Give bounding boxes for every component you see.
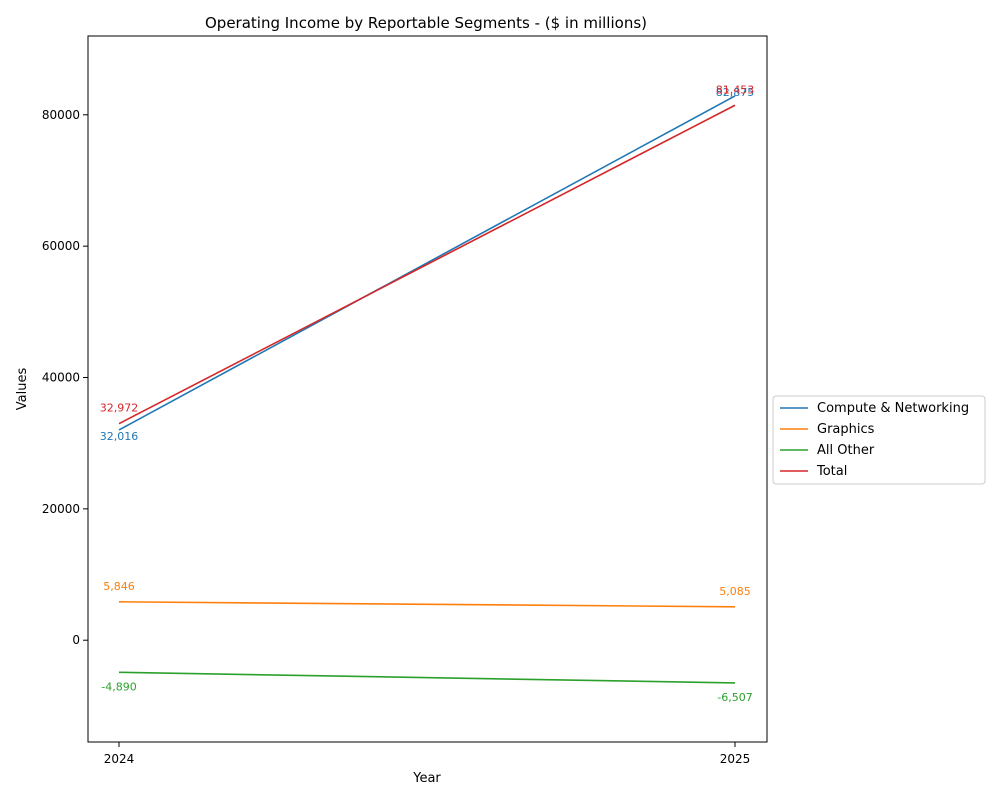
legend-label: Compute & Networking bbox=[817, 401, 969, 416]
data-label: 81,453 bbox=[716, 83, 755, 96]
data-label: 5,085 bbox=[719, 585, 751, 598]
series-line-total bbox=[118, 104, 736, 425]
y-tick-label: 0 bbox=[72, 633, 80, 647]
legend-label: Total bbox=[816, 464, 847, 479]
legend-label: Graphics bbox=[817, 422, 875, 437]
x-tick-label: 2024 bbox=[104, 752, 135, 766]
legend-label: All Other bbox=[817, 443, 875, 458]
series-line-all-other bbox=[118, 671, 736, 684]
y-tick-label: 40000 bbox=[42, 371, 80, 385]
legend-box bbox=[772, 395, 986, 485]
data-label: 5,846 bbox=[103, 580, 135, 593]
y-tick-label: 20000 bbox=[42, 502, 80, 516]
series-line-graphics bbox=[118, 601, 736, 608]
y-axis: 0 20000 40000 60000 80000 bbox=[42, 108, 88, 647]
plot-series bbox=[118, 95, 736, 684]
plot-frame bbox=[87, 35, 768, 743]
data-label: 82,875 bbox=[716, 86, 755, 99]
series-line-compute-networking bbox=[118, 95, 736, 431]
plot-data-labels: 32,016 82,875 5,846 5,085 -4,890 -6,507 32,972… bbox=[100, 83, 755, 704]
x-axis-label: Year bbox=[412, 771, 441, 786]
y-tick-label: 80000 bbox=[42, 108, 80, 122]
x-tick-label: 2025 bbox=[720, 752, 751, 766]
x-axis: 2024 2025 bbox=[104, 742, 751, 766]
y-tick-label: 60000 bbox=[42, 239, 80, 253]
data-label: -4,890 bbox=[101, 680, 136, 693]
legend: Compute & Networking Graphics All Other Tot… bbox=[772, 395, 986, 485]
y-axis-label: Values bbox=[15, 368, 30, 411]
data-label: 32,016 bbox=[100, 430, 139, 443]
chart-title: Operating Income by Reportable Segments … bbox=[205, 14, 647, 32]
data-label: 32,972 bbox=[100, 402, 139, 415]
data-label: -6,507 bbox=[717, 691, 752, 704]
